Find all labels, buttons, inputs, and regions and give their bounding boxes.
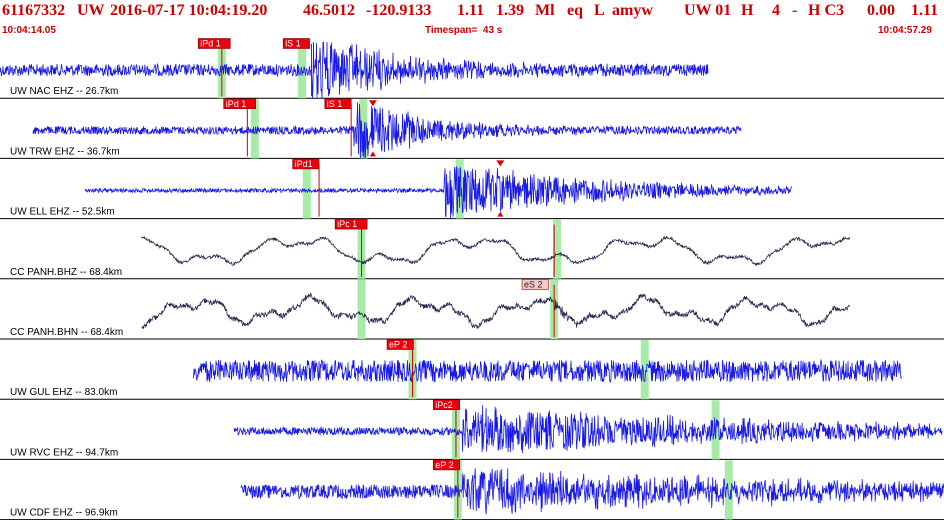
magnitude-type: Ml <box>535 2 555 19</box>
station-label: UW NAC EHZ -- 26.7km <box>10 86 118 97</box>
event-id: 61167332 <box>2 2 66 19</box>
waveform <box>84 166 793 219</box>
pick-window <box>640 340 649 400</box>
pick-label: iPc 1 <box>337 219 357 229</box>
event-depth: 1.11 <box>457 2 485 19</box>
trace-panel[interactable]: iPc 1 CC PANH.BHZ -- 68.4km <box>0 218 944 280</box>
trace-panel[interactable]: eS 2 CC PANH.BHN -- 68.4km <box>0 279 944 340</box>
location-flag: L <box>594 2 605 19</box>
pick-label-box[interactable] <box>282 38 310 49</box>
pick-label-box[interactable] <box>223 98 257 110</box>
pick-label-box[interactable] <box>334 218 368 230</box>
origin-datetime: 2016-07-17 10:04:19.20 <box>110 2 268 19</box>
waveform <box>141 235 850 267</box>
pick-label-box[interactable] <box>521 279 549 290</box>
end-time: 10:04:57.29 <box>878 25 932 36</box>
value-one: 0.00 <box>867 2 895 19</box>
event-magnitude: 1.39 <box>496 2 524 19</box>
station-label: CC PANH.BHZ -- 68.4km <box>10 267 122 278</box>
event-longitude: -120.9133 <box>366 2 432 19</box>
trace-panel[interactable]: iPd1 UW ELL EHZ -- 52.5km <box>0 158 944 220</box>
trace-panel[interactable]: eP 2 UW CDF EHZ -- 96.9km <box>0 459 944 520</box>
pick-label: iPc2 <box>435 400 453 410</box>
pick-window <box>711 400 720 460</box>
waveform <box>141 291 850 330</box>
pick-label-box[interactable] <box>292 158 320 170</box>
peak-marker <box>368 100 377 107</box>
station-label: UW RVC EHZ -- 94.7km <box>10 447 118 458</box>
h-flag: H <box>741 2 754 19</box>
pick-label-box[interactable] <box>197 38 231 49</box>
peak-marker <box>369 151 376 157</box>
dash-field: - <box>792 2 798 19</box>
pick-label: iS 1 <box>285 39 301 49</box>
pick-label: iPd1 <box>295 159 313 169</box>
station-label: UW GUL EHZ -- 83.0km <box>10 387 117 398</box>
phase-count: 4 <box>772 2 780 19</box>
pick-label: eS 2 <box>524 279 543 289</box>
quality-flag: H C3 <box>808 2 844 19</box>
pick-label: iPd 1 <box>226 99 247 109</box>
pick-window <box>302 159 311 219</box>
station-label: UW ELL EHZ -- 52.5km <box>10 207 115 218</box>
pick-window <box>298 39 307 99</box>
station-label: CC PANH.BHN -- 68.4km <box>10 327 123 338</box>
trace-panel[interactable]: iPd 1 iS 1 UW TRW EHZ -- 36.7km <box>0 98 944 159</box>
waveform <box>32 102 742 159</box>
waveform <box>0 41 709 99</box>
pick-label: eP 2 <box>389 340 407 350</box>
pick-window <box>552 219 561 279</box>
peak-marker <box>497 211 504 217</box>
event-type: eq <box>567 2 583 19</box>
pick-label: iS 1 <box>327 99 343 109</box>
pick-window <box>359 99 368 159</box>
event-source: UW 01 <box>684 2 732 19</box>
station-label: UW TRW EHZ -- 36.7km <box>10 146 120 157</box>
pick-label-box[interactable] <box>324 98 352 110</box>
event-header: 61167332 UW 2016-07-17 10:04:19.20 46.50… <box>0 0 944 38</box>
start-time: 10:04:14.05 <box>2 25 56 36</box>
waveform <box>233 405 943 453</box>
pick-label-box[interactable] <box>432 459 460 471</box>
pick-label: iPd 1 <box>200 39 221 49</box>
pick-label: eP 2 <box>435 460 453 470</box>
value-two: 1.11 <box>911 2 939 19</box>
timespan: Timespan= 43 s <box>425 25 503 36</box>
event-latitude: 46.5012 <box>303 2 355 19</box>
pick-label-box[interactable] <box>432 399 460 411</box>
trace-panel[interactable]: iPd 1 iS 1 UW NAC EHZ -- 26.7km <box>0 38 944 99</box>
peak-marker <box>496 160 505 167</box>
seismogram-panels: iPd 1 iS 1 UW NAC EHZ -- 26.7km iPd 1 iS 1 UW… <box>0 38 944 520</box>
event-author: amyw <box>612 2 653 19</box>
waveform <box>240 468 944 515</box>
pick-label-box[interactable] <box>386 339 414 350</box>
waveform <box>193 358 902 383</box>
pick-window <box>724 460 733 520</box>
station-label: UW CDF EHZ -- 96.9km <box>10 508 118 519</box>
pick-window <box>250 99 259 159</box>
event-network: UW <box>77 2 105 19</box>
trace-panel[interactable]: iPc2 UW RVC EHZ -- 94.7km <box>0 399 944 460</box>
pick-window <box>357 279 366 339</box>
trace-panel[interactable]: eP 2 UW GUL EHZ -- 83.0km <box>0 339 944 400</box>
